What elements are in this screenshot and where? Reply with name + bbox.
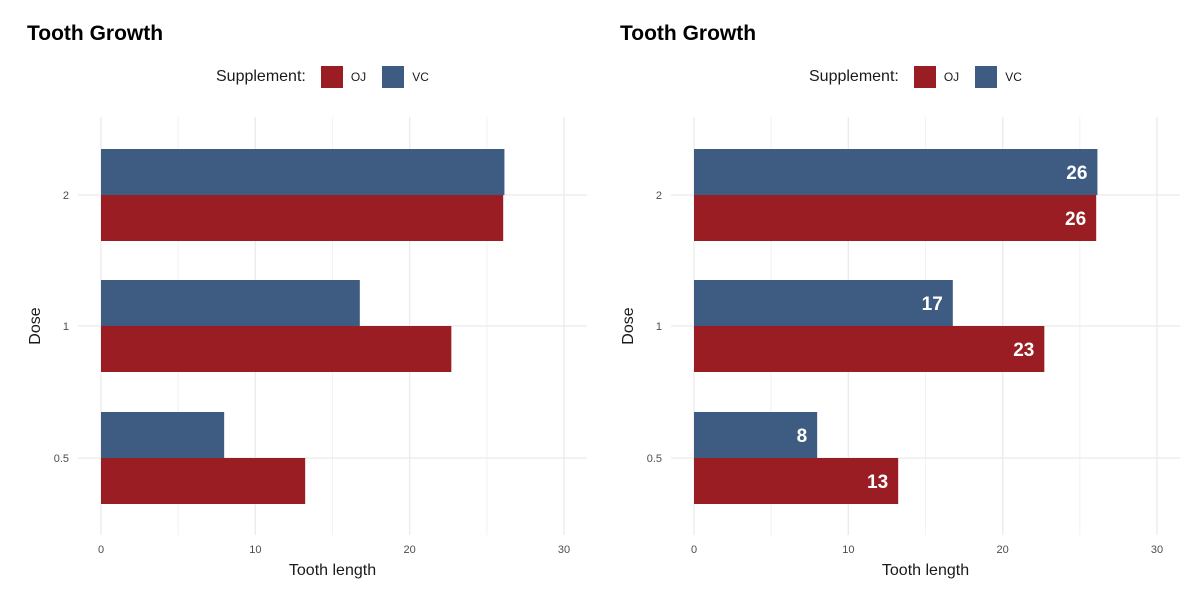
legend-key-vc <box>382 66 405 88</box>
bar-oj-dose-0_5 <box>694 458 899 504</box>
y-tick-label: 2 <box>63 190 69 202</box>
value-label: 26 <box>1066 163 1087 184</box>
legend-label-vc: VC <box>412 70 429 84</box>
bar-oj-dose-1 <box>694 326 1045 372</box>
value-label: 17 <box>922 294 943 315</box>
x-tick-label: 20 <box>997 544 1009 556</box>
chart-title: Tooth Growth <box>27 22 164 45</box>
x-tick-label: 0 <box>98 544 104 556</box>
chart-panel-right: Tooth Growth Supplement: OJ VC 13 8 23 17 26… <box>593 0 1186 600</box>
bar-oj-dose-2 <box>101 195 504 241</box>
legend: Supplement: OJ VC <box>216 66 445 88</box>
x-tick-label: 30 <box>558 544 570 556</box>
bar-vc-dose-2 <box>101 149 505 195</box>
y-axis-title: Dose <box>620 307 637 344</box>
legend-key-vc <box>975 66 998 88</box>
legend-label-vc: VC <box>1005 70 1022 84</box>
bar-vc-dose-0_5 <box>101 412 225 458</box>
value-label: 26 <box>1065 209 1086 230</box>
legend-label-oj: OJ <box>943 70 960 84</box>
legend: Supplement: OJ VC <box>809 66 1038 88</box>
y-tick-label: 0.5 <box>54 453 69 465</box>
bar-oj-dose-2 <box>694 195 1097 241</box>
bar-vc-dose-1 <box>101 280 360 326</box>
legend-key-oj <box>913 66 936 88</box>
legend-title: Supplement: <box>216 68 306 85</box>
y-tick-label: 1 <box>63 321 69 333</box>
x-axis-title: Tooth length <box>882 562 969 579</box>
y-tick-label: 1 <box>656 321 662 333</box>
x-tick-label: 10 <box>842 544 854 556</box>
value-label: 23 <box>1013 340 1034 361</box>
value-label: 13 <box>867 472 888 493</box>
value-label: 8 <box>797 426 808 447</box>
x-tick-label: 20 <box>404 544 416 556</box>
bar-oj-dose-1 <box>101 326 452 372</box>
y-tick-label: 2 <box>656 190 662 202</box>
legend-title: Supplement: <box>809 68 899 85</box>
bar-vc-dose-0_5 <box>694 412 818 458</box>
x-tick-label: 30 <box>1151 544 1163 556</box>
x-tick-label: 10 <box>249 544 261 556</box>
y-axis-title: Dose <box>27 307 44 344</box>
y-tick-label: 0.5 <box>647 453 662 465</box>
x-axis-title: Tooth length <box>289 562 376 579</box>
bar-vc-dose-2 <box>694 149 1098 195</box>
bar-oj-dose-0_5 <box>101 458 306 504</box>
bar-vc-dose-1 <box>694 280 953 326</box>
x-tick-label: 0 <box>691 544 697 556</box>
chart-panel-left: Tooth Growth Supplement: OJ VC 0.5 1 2 0 10 2… <box>0 0 593 600</box>
chart-title: Tooth Growth <box>620 22 757 45</box>
legend-label-oj: OJ <box>350 70 367 84</box>
legend-key-oj <box>320 66 343 88</box>
